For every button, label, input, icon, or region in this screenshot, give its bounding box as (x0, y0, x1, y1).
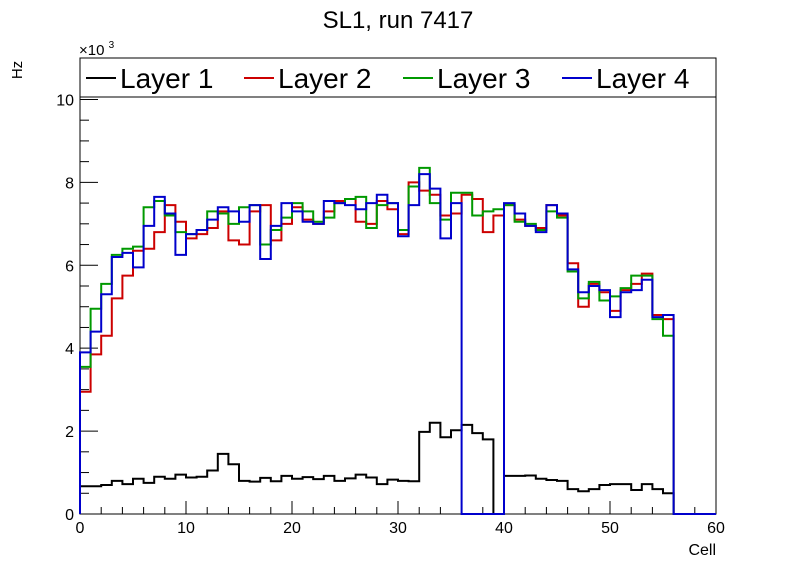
y-axis: 0 2 4 6 8 10 (56, 57, 98, 524)
y-multiplier-base: ×10 (79, 42, 104, 59)
y-tick-label: 6 (65, 258, 74, 275)
plot-frame (79, 57, 717, 515)
y-multiplier: ×10 3 (79, 40, 115, 59)
y-tick-label: 4 (65, 341, 74, 358)
series-line-layer-4 (79, 173, 716, 515)
y-tick-label: 0 (65, 507, 74, 524)
x-tick-label: 0 (76, 520, 85, 537)
y-axis-label: Hz (9, 61, 26, 79)
legend-label-layer-2: Layer 2 (278, 63, 371, 94)
y-tick-label: 8 (65, 175, 74, 192)
x-axis: 0 10 20 30 40 50 60 (76, 501, 725, 537)
legend-label-layer-3: Layer 3 (437, 63, 530, 94)
x-tick-label: 40 (495, 520, 513, 537)
x-tick-label: 30 (389, 520, 407, 537)
y-multiplier-exponent: 3 (109, 40, 115, 51)
chart-title: SL1, run 7417 (323, 7, 474, 34)
legend-box (79, 57, 717, 98)
x-tick-label: 10 (177, 520, 195, 537)
y-tick-label: 10 (56, 92, 74, 109)
x-tick-label: 20 (283, 520, 301, 537)
x-tick-label: 50 (601, 520, 619, 537)
series-line-layer-1 (79, 421, 716, 515)
x-axis-label: Cell (688, 542, 716, 559)
x-tick-label: 60 (707, 520, 725, 537)
y-tick-label: 2 (65, 424, 74, 441)
legend-label-layer-1: Layer 1 (120, 63, 213, 94)
legend: Layer 1 Layer 2 Layer 3 Layer 4 (79, 57, 717, 98)
legend-label-layer-4: Layer 4 (596, 63, 689, 94)
series-layer (79, 166, 716, 515)
series-line-layer-3 (79, 166, 716, 515)
